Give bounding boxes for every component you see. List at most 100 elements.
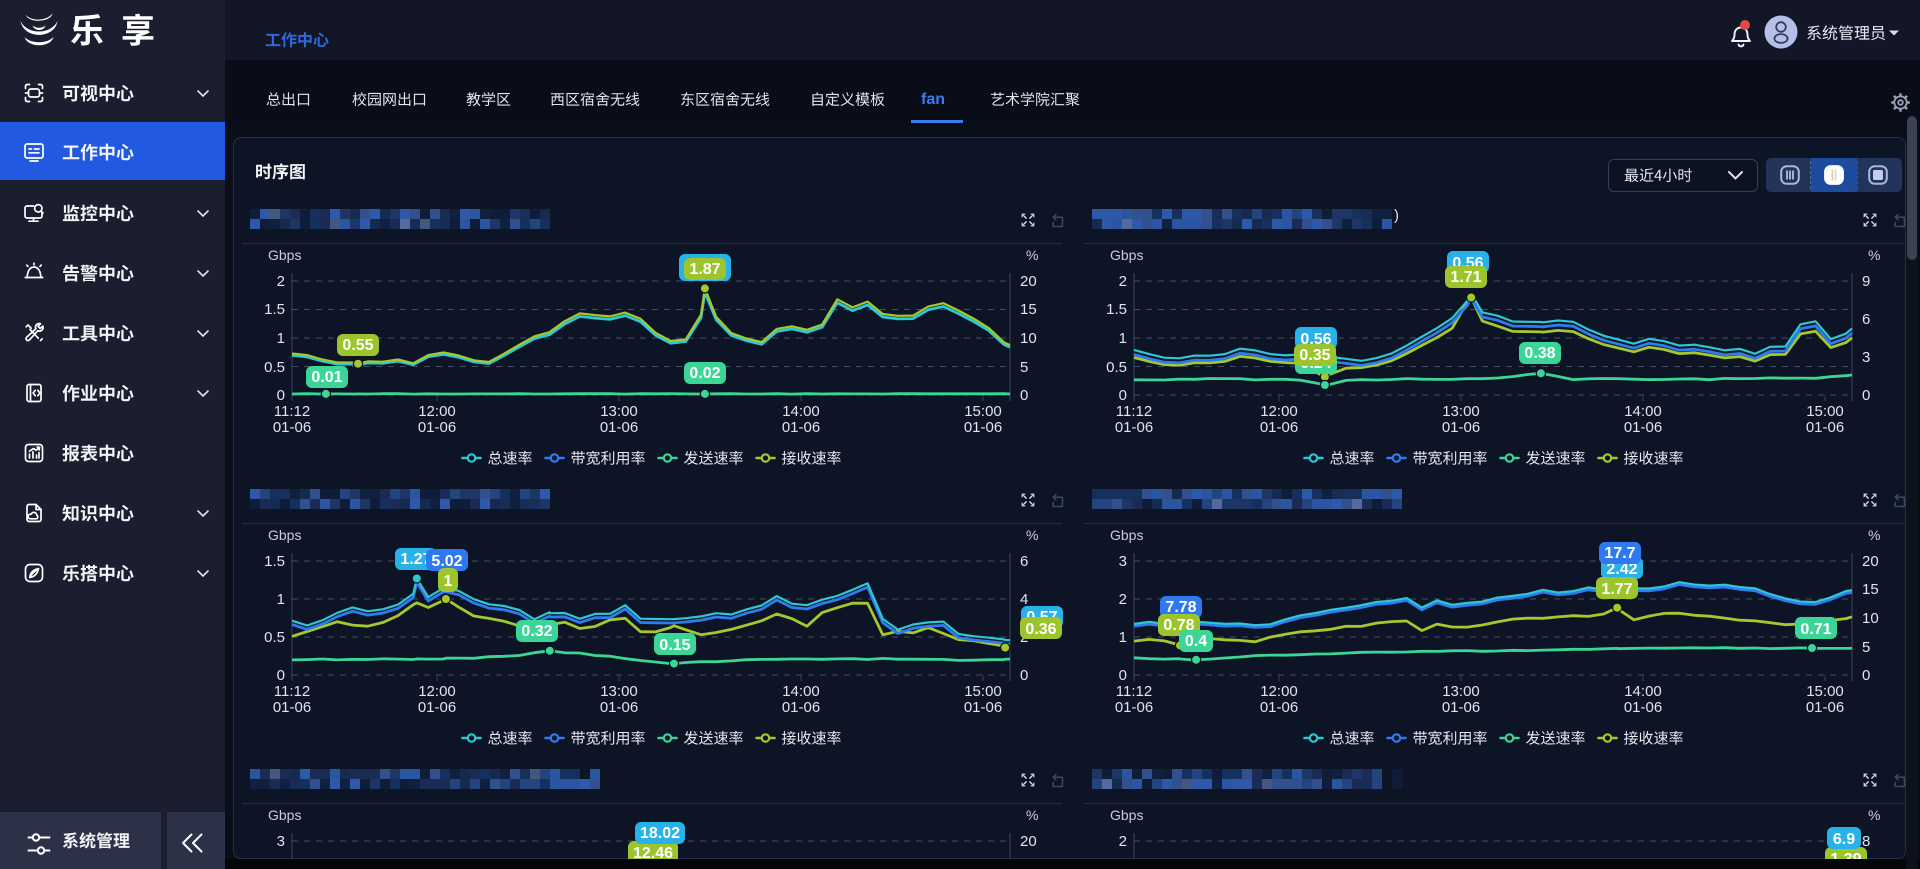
svg-text:14:00: 14:00 bbox=[782, 403, 820, 420]
svg-text:18.02: 18.02 bbox=[640, 825, 680, 842]
svg-text:0.71: 0.71 bbox=[1800, 621, 1831, 638]
svg-text:13:00: 13:00 bbox=[600, 403, 638, 420]
svg-text:1.77: 1.77 bbox=[1601, 581, 1632, 598]
svg-text:01-06: 01-06 bbox=[600, 419, 638, 436]
svg-text:13:00: 13:00 bbox=[1442, 403, 1480, 420]
svg-text:1.87: 1.87 bbox=[689, 261, 720, 278]
svg-text:01-06: 01-06 bbox=[964, 419, 1002, 436]
svg-text:15:00: 15:00 bbox=[964, 403, 1002, 420]
svg-text:0: 0 bbox=[1862, 667, 1870, 684]
svg-text:0: 0 bbox=[1020, 387, 1028, 404]
svg-text:0.36: 0.36 bbox=[1025, 621, 1056, 638]
svg-text:5: 5 bbox=[1020, 359, 1028, 376]
svg-text:1: 1 bbox=[1119, 330, 1127, 347]
svg-text:01-06: 01-06 bbox=[782, 419, 820, 436]
svg-text:1.27: 1.27 bbox=[400, 551, 431, 568]
svg-text:0.55: 0.55 bbox=[342, 337, 373, 354]
svg-text:11:12: 11:12 bbox=[274, 403, 310, 420]
svg-text:1: 1 bbox=[277, 591, 285, 608]
svg-text:6.9: 6.9 bbox=[1833, 831, 1855, 848]
svg-text:20: 20 bbox=[1862, 553, 1879, 570]
svg-text:12:00: 12:00 bbox=[1260, 683, 1298, 700]
svg-text:01-06: 01-06 bbox=[964, 699, 1002, 716]
svg-text:01-06: 01-06 bbox=[782, 699, 820, 716]
svg-text:3: 3 bbox=[1862, 349, 1870, 366]
svg-text:10: 10 bbox=[1862, 610, 1879, 627]
svg-text:2: 2 bbox=[1119, 833, 1127, 850]
svg-text:0.5: 0.5 bbox=[264, 629, 285, 646]
svg-text:11:12: 11:12 bbox=[274, 683, 310, 700]
svg-text:01-06: 01-06 bbox=[418, 419, 456, 436]
svg-text:4: 4 bbox=[1020, 591, 1028, 608]
svg-text:0: 0 bbox=[1020, 667, 1028, 684]
svg-text:01-06: 01-06 bbox=[600, 699, 638, 716]
svg-text:0.5: 0.5 bbox=[264, 359, 285, 376]
svg-text:01-06: 01-06 bbox=[1624, 419, 1662, 436]
svg-text:1.5: 1.5 bbox=[264, 301, 285, 318]
svg-text:Gbps: Gbps bbox=[1110, 247, 1143, 263]
svg-text:0.02: 0.02 bbox=[689, 365, 720, 382]
svg-text:0.35: 0.35 bbox=[1299, 347, 1330, 364]
svg-text:0.32: 0.32 bbox=[521, 623, 552, 640]
svg-text:7.78: 7.78 bbox=[1165, 599, 1196, 616]
svg-text:01-06: 01-06 bbox=[1260, 699, 1298, 716]
svg-text:0: 0 bbox=[1119, 387, 1127, 404]
svg-text:5: 5 bbox=[1862, 639, 1870, 656]
svg-text:2: 2 bbox=[277, 273, 285, 290]
svg-text:%: % bbox=[1868, 807, 1880, 823]
svg-text:13:00: 13:00 bbox=[1442, 683, 1480, 700]
svg-text:01-06: 01-06 bbox=[1260, 419, 1298, 436]
svg-text:0.4: 0.4 bbox=[1185, 633, 1207, 650]
svg-text:01-06: 01-06 bbox=[1624, 699, 1662, 716]
svg-text:0.5: 0.5 bbox=[1106, 359, 1127, 376]
svg-text:2: 2 bbox=[1119, 591, 1127, 608]
svg-text:9: 9 bbox=[1862, 273, 1870, 290]
svg-text:01-06: 01-06 bbox=[273, 699, 311, 716]
svg-text:15: 15 bbox=[1020, 301, 1037, 318]
svg-text:01-06: 01-06 bbox=[1442, 419, 1480, 436]
svg-text:12:00: 12:00 bbox=[418, 683, 456, 700]
svg-text:20: 20 bbox=[1020, 833, 1037, 850]
svg-text:0.78: 0.78 bbox=[1163, 617, 1194, 634]
svg-text:Gbps: Gbps bbox=[268, 247, 301, 263]
svg-text:11:12: 11:12 bbox=[1116, 403, 1152, 420]
svg-text:14:00: 14:00 bbox=[782, 683, 820, 700]
svg-text:12:00: 12:00 bbox=[418, 403, 456, 420]
svg-text:3: 3 bbox=[1119, 553, 1127, 570]
svg-text:01-06: 01-06 bbox=[1115, 419, 1153, 436]
svg-text:0: 0 bbox=[277, 387, 285, 404]
svg-text:14:00: 14:00 bbox=[1624, 683, 1662, 700]
svg-text:0: 0 bbox=[1862, 387, 1870, 404]
svg-text:%: % bbox=[1026, 527, 1038, 543]
svg-text:1: 1 bbox=[1119, 629, 1127, 646]
svg-text:14:00: 14:00 bbox=[1624, 403, 1662, 420]
svg-text:%: % bbox=[1868, 527, 1880, 543]
svg-text:01-06: 01-06 bbox=[1115, 699, 1153, 716]
svg-text:Gbps: Gbps bbox=[268, 527, 301, 543]
svg-text:01-06: 01-06 bbox=[1442, 699, 1480, 716]
svg-text:0.15: 0.15 bbox=[659, 637, 690, 654]
svg-text:20: 20 bbox=[1020, 273, 1037, 290]
svg-text:3: 3 bbox=[277, 833, 285, 850]
svg-text:10: 10 bbox=[1020, 330, 1037, 347]
svg-text:%: % bbox=[1026, 247, 1038, 263]
svg-text:%: % bbox=[1868, 247, 1880, 263]
svg-text:Gbps: Gbps bbox=[1110, 527, 1143, 543]
svg-text:15:00: 15:00 bbox=[964, 683, 1002, 700]
svg-text:6: 6 bbox=[1020, 553, 1028, 570]
svg-text:1: 1 bbox=[444, 573, 453, 590]
svg-text:0.38: 0.38 bbox=[1524, 345, 1555, 362]
svg-text:15:00: 15:00 bbox=[1806, 683, 1844, 700]
svg-text:2: 2 bbox=[1119, 273, 1127, 290]
svg-text:12.46: 12.46 bbox=[633, 845, 673, 862]
svg-text:Gbps: Gbps bbox=[1110, 807, 1143, 823]
svg-text:1.5: 1.5 bbox=[1106, 301, 1127, 318]
svg-text:15: 15 bbox=[1862, 581, 1879, 598]
svg-text:01-06: 01-06 bbox=[273, 419, 311, 436]
svg-text:0: 0 bbox=[1119, 667, 1127, 684]
svg-text:01-06: 01-06 bbox=[1806, 699, 1844, 716]
svg-text:0: 0 bbox=[277, 667, 285, 684]
svg-text:12:00: 12:00 bbox=[1260, 403, 1298, 420]
svg-text:1.5: 1.5 bbox=[264, 553, 285, 570]
svg-text:5.02: 5.02 bbox=[431, 553, 462, 570]
